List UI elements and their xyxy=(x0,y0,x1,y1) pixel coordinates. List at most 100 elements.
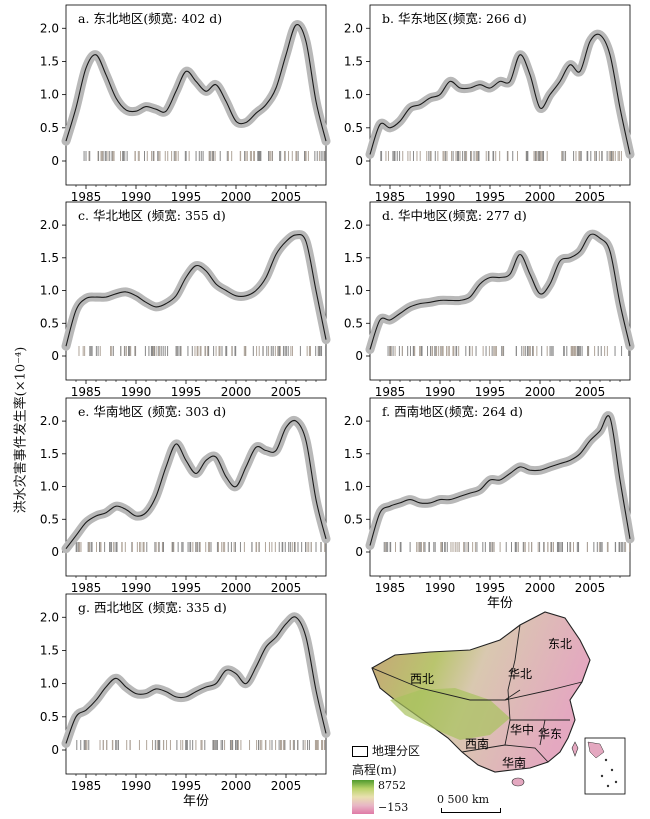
y-tick-label: 1.5 xyxy=(344,447,363,461)
region-label: 华东 xyxy=(538,727,562,741)
y-tick-label: 0 xyxy=(355,545,363,559)
y-tick-label: 0 xyxy=(51,349,59,363)
region-border xyxy=(504,681,583,701)
y-tick-label: 0.5 xyxy=(40,121,59,135)
elevation-max: 8752 xyxy=(378,779,406,792)
x-tick-label: 2005 xyxy=(271,190,302,204)
y-tick-label: 2.0 xyxy=(40,21,59,35)
y-tick-label: 0.5 xyxy=(40,512,59,526)
event-rug xyxy=(75,542,326,552)
x-tick-label: 2005 xyxy=(271,779,302,793)
x-tick-label: 2000 xyxy=(525,190,556,204)
legend-box-icon xyxy=(352,746,368,757)
density-line xyxy=(369,415,631,546)
hainan-shape xyxy=(511,777,525,787)
region-border xyxy=(507,624,521,721)
x-tick-label: 1990 xyxy=(121,385,152,399)
x-tick-label: 1985 xyxy=(71,779,102,793)
chart-panel-d: 0 0.5 1.0 1.5 2.0 1985 1990 1995 2000 2005 d. 华中地区… xyxy=(344,201,635,399)
y-tick-label: 2.0 xyxy=(344,414,363,428)
density-line xyxy=(65,616,327,744)
region-label: 华北 xyxy=(508,667,532,681)
y-tick-label: 2.0 xyxy=(40,610,59,624)
y-tick-label: 0 xyxy=(355,154,363,168)
x-tick-label: 1990 xyxy=(121,779,152,793)
chart-panel-e: 0 0.5 1.0 1.5 2.0 1985 1990 1995 2000 2005 e. 华南地区… xyxy=(40,397,331,595)
y-tick-label: 0.5 xyxy=(344,512,363,526)
x-tick-label: 2000 xyxy=(525,581,556,595)
y-tick-label: 2.0 xyxy=(344,21,363,35)
x-tick-label: 2005 xyxy=(575,385,606,399)
y-tick-label: 1.5 xyxy=(40,251,59,265)
map-legend: 地理分区 xyxy=(352,742,420,759)
y-tick-label: 0 xyxy=(355,349,363,363)
y-tick-label: 1.0 xyxy=(40,284,59,298)
event-rug xyxy=(76,740,326,750)
x-tick-label: 1990 xyxy=(425,581,456,595)
region-label: 华中 xyxy=(510,722,534,737)
elevation-color-ramp xyxy=(352,780,374,814)
scale-label: 0 500 km xyxy=(437,793,490,806)
chart-panel-a: 0 0.5 1.0 1.5 2.0 1985 1990 1995 2000 2005 a. 东北地区… xyxy=(40,4,331,204)
chart-panel-g: 0 0.5 1.0 1.5 2.0 1985 1990 1995 2000 2005 g. 西北地区… xyxy=(40,593,331,809)
region-border xyxy=(504,719,511,746)
region-label: 西南 xyxy=(465,736,489,751)
y-tick-label: 1.0 xyxy=(344,480,363,494)
inset-island xyxy=(606,784,610,788)
x-tick-label: 2005 xyxy=(271,385,302,399)
confidence-band xyxy=(61,612,331,748)
plot-frame xyxy=(369,201,631,381)
x-tick-label: 1995 xyxy=(171,190,202,204)
elevation-title: 高程(m) xyxy=(352,763,397,777)
elevation-min: −153 xyxy=(378,801,409,814)
chart-panel-f: 0 0.5 1.0 1.5 2.0 1985 1990 1995 2000 2005 f. 西南地区… xyxy=(344,397,635,611)
x-tick-label: 1995 xyxy=(171,779,202,793)
y-tick-label: 0 xyxy=(51,743,59,757)
y-tick-label: 0.5 xyxy=(40,316,59,330)
region-border xyxy=(539,719,546,746)
chart-panel-c: 0 0.5 1.0 1.5 2.0 1985 1990 1995 2000 2005 c. 华北地区… xyxy=(40,201,331,399)
y-tick-label: 1.0 xyxy=(344,284,363,298)
x-tick-label: 1985 xyxy=(71,190,102,204)
region-border xyxy=(461,744,549,763)
taiwan-shape xyxy=(571,741,579,757)
region-label: 华南 xyxy=(502,755,526,770)
x-tick-label: 2005 xyxy=(575,190,606,204)
x-tick-label: 1990 xyxy=(121,581,152,595)
y-tick-label: 1.0 xyxy=(344,88,363,102)
x-tick-label: 2000 xyxy=(221,385,252,399)
density-line xyxy=(65,419,327,550)
x-tick-label: 1985 xyxy=(375,581,406,595)
y-tick-label: 0.5 xyxy=(40,710,59,724)
region-label: 东北 xyxy=(548,637,572,651)
panel-title: g. 西北地区 (频宽: 335 d) xyxy=(78,600,227,615)
density-line xyxy=(65,23,327,142)
x-tick-label: 1990 xyxy=(121,190,152,204)
confidence-band xyxy=(61,230,331,351)
density-line xyxy=(369,233,631,350)
x-tick-label: 2000 xyxy=(221,581,252,595)
density-line xyxy=(369,33,631,155)
x-tick-label: 2000 xyxy=(525,385,556,399)
panel-title: f. 西南地区(频宽: 264 d) xyxy=(382,404,523,419)
y-tick-label: 1.5 xyxy=(344,54,363,68)
y-tick-label: 1.5 xyxy=(40,447,59,461)
y-axis-label-container: 洪水灾害事件发生率(×10⁻⁴) xyxy=(4,300,34,560)
inset-land xyxy=(587,741,605,759)
event-rug xyxy=(78,346,327,356)
event-rug xyxy=(380,151,622,161)
panel-title: b. 华东地区(频宽: 266 d) xyxy=(382,11,527,26)
y-tick-label: 1.0 xyxy=(40,88,59,102)
event-rug xyxy=(383,542,631,552)
confidence-band xyxy=(61,20,331,146)
x-tick-label: 1985 xyxy=(375,190,406,204)
y-tick-label: 0 xyxy=(51,154,59,168)
x-tick-label: 1995 xyxy=(475,385,506,399)
density-line xyxy=(65,233,327,347)
x-tick-label: 2000 xyxy=(221,779,252,793)
event-rug xyxy=(83,151,326,161)
plot-frame xyxy=(65,201,327,381)
y-tick-label: 2.0 xyxy=(344,218,363,232)
inset-island xyxy=(604,758,608,762)
